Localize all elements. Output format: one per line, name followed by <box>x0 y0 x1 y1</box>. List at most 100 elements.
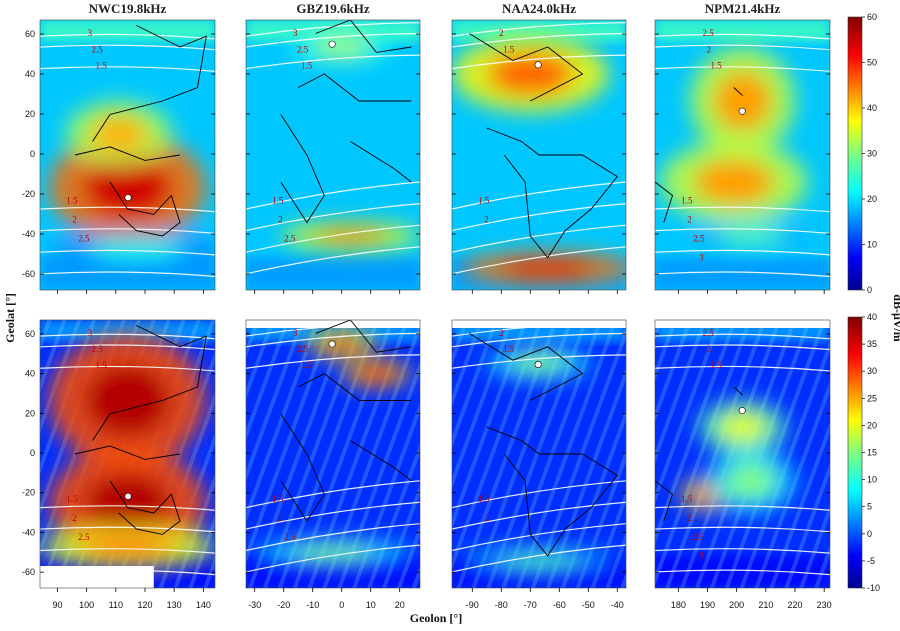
transmitter-marker-npm <box>738 407 746 415</box>
colorbar-bottom: 40 35 30 25 20 15 10 5 0 -5 -10 <box>847 312 880 593</box>
x-tick-label: 120 <box>137 600 152 610</box>
y-tick-label: 40 <box>25 69 35 79</box>
l-shell-contours <box>655 33 830 278</box>
contour-label: 2.5 <box>297 44 309 54</box>
contour-label: 2 <box>499 28 504 38</box>
contour-label: 2.5 <box>78 532 90 542</box>
colorbar-tick-label: 35 <box>867 339 877 349</box>
colorbar-tick-label: -10 <box>867 583 880 593</box>
transmitter-marker-gbz <box>328 340 336 348</box>
contour-label: 2 <box>499 328 504 338</box>
l-shell-contours <box>452 22 626 275</box>
y-tick-label: -20 <box>22 488 35 498</box>
l-shell-contours <box>246 22 420 275</box>
contour-label: 2 <box>707 344 712 354</box>
colorbar-tick-label: 25 <box>867 393 877 403</box>
x-tick-label: 90 <box>52 600 62 610</box>
contour-label: 2.5 <box>92 44 104 54</box>
colorbar-tick-label: 60 <box>867 12 877 22</box>
colorbar-tick-label: 20 <box>867 194 877 204</box>
contour-label: 1.5 <box>301 360 313 370</box>
coastlines <box>655 386 743 522</box>
x-tick-label: -70 <box>524 600 537 610</box>
contour-label: 1.5 <box>478 196 490 206</box>
y-tick-label: 0 <box>30 149 35 159</box>
column-title: NPM21.4kHz <box>705 1 781 16</box>
x-tick-label: 20 <box>395 600 405 610</box>
contour-label: 3 <box>293 328 298 338</box>
colorbar-tick-label: 15 <box>867 448 877 458</box>
x-tick-label: -10 <box>306 600 319 610</box>
transmitter-marker-nwc <box>124 194 132 202</box>
x-tick-label: -60 <box>553 600 566 610</box>
contour-label: 2.5 <box>703 28 715 38</box>
panel-frame <box>654 19 831 291</box>
x-tick-label: 110 <box>109 600 123 610</box>
contour-label: 2.5 <box>703 328 715 338</box>
x-tick-label: 190 <box>700 600 715 610</box>
contour-label: 3 <box>88 28 93 38</box>
contour-label: 2 <box>278 215 283 225</box>
signal-intensity <box>681 400 795 513</box>
transmitter-marker-npm <box>738 107 746 115</box>
contour-label: 3 <box>88 328 93 338</box>
contour-label: 2.5 <box>297 344 309 354</box>
colorbar-tick-label: -5 <box>867 556 875 566</box>
x-tick-label: 140 <box>196 600 211 610</box>
x-tick-label: -80 <box>495 600 508 610</box>
panel-top-naa24.0khz: 2 1.5 1.5 2 NAA24.0kHz <box>451 1 627 294</box>
contour-label: 2 <box>687 513 692 523</box>
signal-intensity <box>460 346 618 575</box>
contour-label: 1.5 <box>681 494 693 504</box>
l-shell-contours <box>452 322 626 573</box>
colorbar-tick-label: 10 <box>867 475 877 485</box>
contour-label: 2.5 <box>693 532 705 542</box>
x-tick-label: -50 <box>582 600 595 610</box>
contour-label: 2.5 <box>284 532 296 542</box>
x-tick-label: -90 <box>466 600 479 610</box>
colorbar-top: 60 50 40 30 20 10 0 <box>847 12 877 295</box>
y-tick-label: 20 <box>25 408 35 418</box>
y-tick-label: -40 <box>22 527 35 537</box>
y-tick-label: 40 <box>25 369 35 379</box>
colorbar-label: dB-μV/m <box>891 294 900 341</box>
x-tick-label: -40 <box>611 600 624 610</box>
coastlines <box>469 33 618 259</box>
signal-intensity <box>48 100 215 266</box>
x-tick-label: -20 <box>277 600 290 610</box>
colorbar-tick-label: 30 <box>867 366 877 376</box>
colorbar-tick-label: 50 <box>867 58 877 68</box>
colorbar-tick-label: 5 <box>867 502 872 512</box>
column-title: GBZ19.6kHz <box>296 1 370 16</box>
contour-label: 2.5 <box>284 233 296 243</box>
contour-label: 2 <box>687 215 692 225</box>
contour-label: 2 <box>72 513 77 523</box>
column-title: NWC19.8kHz <box>89 1 167 16</box>
contour-label: 3 <box>293 28 298 38</box>
contour-label: 1.5 <box>478 494 490 504</box>
coastlines <box>280 20 412 224</box>
coastlines <box>655 87 743 223</box>
panel-frame <box>451 319 627 589</box>
contour-label: 3 <box>699 551 704 561</box>
panel-frame <box>654 319 831 589</box>
contour-label: 1.5 <box>711 360 723 370</box>
contour-label: 1.5 <box>272 494 284 504</box>
contour-label: 2.5 <box>92 344 104 354</box>
contour-label: 1.5 <box>681 196 693 206</box>
panel-frame <box>451 19 627 291</box>
contour-label: 1.5 <box>96 360 108 370</box>
coastlines <box>469 333 618 557</box>
y-tick-label: -40 <box>22 229 35 239</box>
coastlines <box>280 320 412 522</box>
colorbar-tick-label: 30 <box>867 149 877 159</box>
y-tick-label: 60 <box>25 29 35 39</box>
x-tick-label: 10 <box>366 600 376 610</box>
x-tick-label: 220 <box>787 600 802 610</box>
contour-label: 2 <box>72 215 77 225</box>
contour-label: 1.5 <box>66 494 78 504</box>
